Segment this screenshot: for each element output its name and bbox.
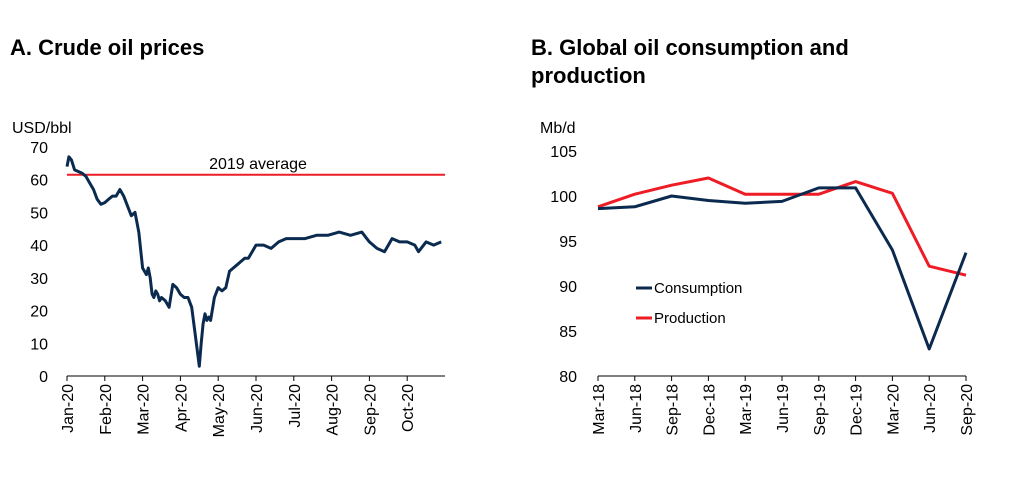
chart-a-x-tick-label: May-20	[211, 384, 228, 437]
panel-a-title: A. Crude oil prices	[10, 35, 205, 60]
chart-b-x-tick-label: Sep-18	[665, 384, 682, 436]
chart-b-y-tick-label: 85	[559, 324, 577, 341]
chart-b-x-tick-label: Dec-18	[701, 384, 718, 436]
chart-b-x-tick-label: Mar-20	[885, 384, 902, 435]
chart-a-y-tick-label: 20	[30, 304, 48, 321]
chart-a-y-tick-label: 10	[30, 336, 48, 353]
chart-b-x-tick-label: Jun-20	[922, 384, 939, 433]
chart-b-x-tick-label: Mar-19	[738, 384, 755, 435]
chart-a-x-tick-label: Jul-20	[287, 384, 304, 428]
chart-b-y-tick-label: 95	[559, 234, 577, 251]
chart-b-unit-label: Mb/d	[540, 120, 576, 137]
chart-a-y-tick-label: 50	[30, 205, 48, 222]
chart-b-x-tick-label: Sep-19	[812, 384, 829, 436]
chart-b-y-tick-label: 105	[550, 144, 577, 161]
chart-b-y-tick-label: 80	[559, 369, 577, 386]
chart-a: USD/bbl 0 10 20 30 40 50 60 70 Jan-20 Feb-20 Mar-20…	[12, 120, 445, 437]
chart-a-y-tick-label: 60	[30, 173, 48, 190]
chart-b: Mb/d 80 85 90 95 100 105 Mar-18 Jun-18 Sep-18 Dec-…	[540, 120, 976, 436]
chart-b-legend-label: Production	[654, 310, 726, 327]
chart-b-x-tick-label: Jun-19	[775, 384, 792, 433]
chart-b-x-tick-label: Dec-19	[849, 384, 866, 436]
chart-a-x-tick-label: Mar-20	[136, 384, 153, 435]
chart-b-series-line-production	[597, 176, 967, 277]
chart-b-series-line-consumption	[597, 186, 968, 351]
chart-a-y-tick-label: 0	[39, 369, 48, 386]
chart-a-x-tick-label: Sep-20	[362, 384, 379, 436]
chart-a-x-tick-label: Jan-20	[60, 384, 77, 433]
chart-a-x-tick-label: Feb-20	[98, 384, 115, 435]
chart-a-x-tick-label: Aug-20	[325, 384, 342, 436]
chart-a-y-tick-label: 30	[30, 271, 48, 288]
chart-b-x-tick-label: Jun-18	[628, 384, 645, 433]
chart-a-x-tick-label: Oct-20	[400, 384, 417, 432]
panel-b-title: B. Global oil consumption and production	[531, 35, 849, 88]
chart-b-y-tick-label: 100	[550, 189, 577, 206]
chart-a-x-tick-label: Jun-20	[249, 384, 266, 433]
chart-a-reference-label: 2019 average	[209, 156, 307, 173]
chart-a-x-tick-label: Apr-20	[173, 384, 190, 432]
chart-a-unit-label: USD/bbl	[12, 120, 72, 137]
chart-a-y-tick-label: 70	[30, 140, 48, 157]
chart-b-x-tick-label: Sep-20	[959, 384, 976, 436]
chart-b-y-tick-label: 90	[559, 279, 577, 296]
chart-a-y-tick-label: 40	[30, 238, 48, 255]
chart-b-legend-label: Consumption	[654, 280, 742, 297]
chart-b-x-tick-label: Mar-18	[591, 384, 608, 435]
chart-a-series-line	[65, 155, 442, 368]
